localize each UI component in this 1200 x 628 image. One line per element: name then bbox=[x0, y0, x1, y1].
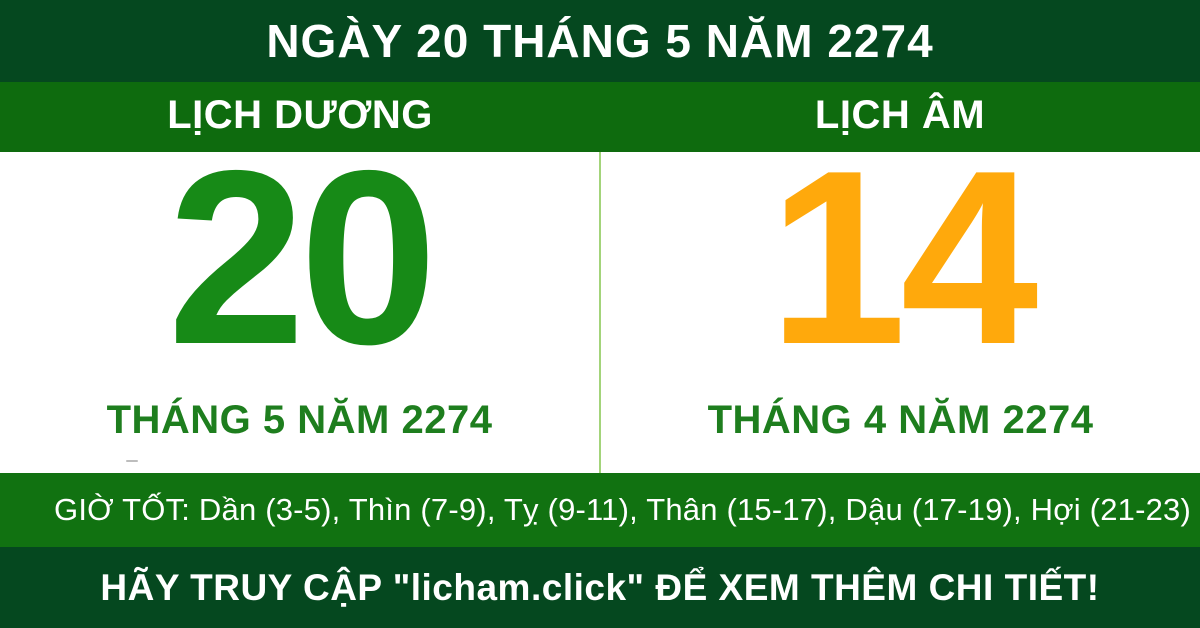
calendar-headers: LỊCH DƯƠNG LỊCH ÂM bbox=[0, 82, 1200, 152]
lunar-month-year: THÁNG 4 NĂM 2274 bbox=[707, 398, 1094, 442]
cta-text[interactable]: HÃY TRUY CẬP "licham.click" ĐỂ XEM THÊM … bbox=[100, 566, 1100, 608]
good-hours-text: GIỜ TỐT: Dần (3-5), Thìn (7-9), Tỵ (9-11… bbox=[54, 492, 1192, 527]
smudge-mark bbox=[126, 460, 138, 462]
cta-banner: HÃY TRUY CẬP "licham.click" ĐỂ XEM THÊM … bbox=[0, 547, 1200, 628]
lunar-day-number: 14 bbox=[768, 118, 1039, 396]
lunar-calendar-header: LỊCH ÂM bbox=[814, 92, 986, 137]
solar-panel: 20 THÁNG 5 NĂM 2274 bbox=[0, 133, 599, 473]
good-hours-bar: GIỜ TỐT: Dần (3-5), Thìn (7-9), Tỵ (9-11… bbox=[0, 473, 1200, 547]
date-banner: NGÀY 20 THÁNG 5 NĂM 2274 bbox=[0, 0, 1200, 82]
date-banner-title: NGÀY 20 THÁNG 5 NĂM 2274 bbox=[266, 15, 934, 67]
solar-day-number: 20 bbox=[167, 118, 438, 396]
lunar-panel: 14 THÁNG 4 NĂM 2274 bbox=[601, 133, 1200, 473]
solar-month-year: THÁNG 5 NĂM 2274 bbox=[106, 398, 493, 442]
vertical-divider bbox=[599, 152, 601, 473]
calendar-body: 20 THÁNG 5 NĂM 2274 14 THÁNG 4 NĂM 2274 bbox=[0, 133, 1200, 473]
solar-calendar-header: LỊCH DƯƠNG bbox=[167, 92, 433, 137]
